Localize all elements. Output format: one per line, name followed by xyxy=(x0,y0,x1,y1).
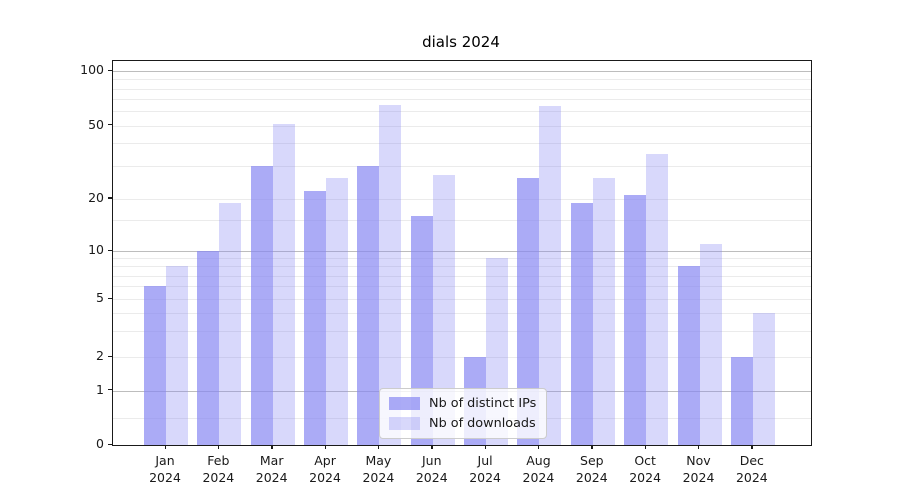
gridline-minor xyxy=(113,143,811,145)
bar-nb-of-distinct-ips-feb xyxy=(197,251,220,445)
x-tick-mark xyxy=(431,445,433,449)
x-tick-mark xyxy=(644,445,647,449)
bar-nb-of-downloads-sep xyxy=(592,177,615,445)
y-tick-label-100: 100 xyxy=(80,62,104,77)
gridline-major xyxy=(113,71,811,72)
x-tick-mark xyxy=(591,445,593,449)
bar-nb-of-downloads-aug xyxy=(539,106,562,445)
bar-nb-of-downloads-jan xyxy=(166,266,188,445)
bar-nb-of-distinct-ips-aug xyxy=(517,177,540,445)
bar-nb-of-distinct-ips-nov xyxy=(677,266,700,445)
bar-nb-of-distinct-ips-jan xyxy=(144,286,166,445)
x-tick-mark xyxy=(484,445,486,449)
bar-nb-of-distinct-ips-may xyxy=(357,166,380,445)
legend-label-downloads: Nb of downloads xyxy=(429,416,536,431)
x-tick-mark xyxy=(377,445,380,449)
bar-nb-of-distinct-ips-apr xyxy=(304,191,327,445)
chart-title: dials 2024 xyxy=(422,33,500,51)
legend: Nb of distinct IPs Nb of downloads xyxy=(379,388,548,439)
gridline-minor xyxy=(113,286,811,288)
bar-nb-of-downloads-jun xyxy=(432,174,455,445)
bar-nb-of-downloads-nov xyxy=(699,243,722,445)
gridline-minor xyxy=(113,313,811,315)
gridline-minor xyxy=(113,220,811,222)
gridline-minor xyxy=(113,258,811,260)
plot-area: Nb of distinct IPs Nb of downloads xyxy=(112,60,812,446)
gridline-minor xyxy=(113,99,811,101)
gridline-minor xyxy=(113,331,811,333)
gridline-minor xyxy=(113,357,811,358)
x-tick-label-aug: Aug 2024 xyxy=(522,453,555,485)
y-tick-label-50: 50 xyxy=(88,116,104,132)
y-tick-mark xyxy=(108,124,112,126)
bar-nb-of-downloads-mar xyxy=(272,123,295,445)
y-tick-label-1: 1 xyxy=(96,381,104,397)
gridline-minor xyxy=(113,198,811,200)
gridline-major xyxy=(113,251,811,252)
x-tick-mark xyxy=(537,445,540,449)
bar-nb-of-distinct-ips-jun xyxy=(410,215,433,445)
bar-nb-of-distinct-ips-dec xyxy=(730,357,753,445)
x-tick-label-sep: Sep 2024 xyxy=(575,453,608,485)
legend-item-downloads: Nb of downloads xyxy=(389,416,536,431)
bar-nb-of-downloads-apr xyxy=(326,177,349,445)
x-tick-label-jun: Jun 2024 xyxy=(415,453,448,485)
x-tick-mark xyxy=(324,445,326,449)
y-tick-mark xyxy=(108,297,112,299)
x-tick-mark xyxy=(751,445,753,449)
x-tick-label-dec: Dec 2024 xyxy=(735,453,768,485)
bar-nb-of-downloads-dec xyxy=(752,313,775,445)
gridline-minor xyxy=(113,79,811,81)
x-tick-mark xyxy=(164,445,166,449)
gridline-minor xyxy=(113,266,811,268)
legend-item-distinct-ips: Nb of distinct IPs xyxy=(389,396,536,411)
gridline-minor xyxy=(113,125,811,127)
y-tick-label-2: 2 xyxy=(96,348,104,363)
gridline-minor xyxy=(113,111,811,113)
legend-label-distinct-ips: Nb of distinct IPs xyxy=(429,396,537,411)
x-tick-label-nov: Nov 2024 xyxy=(682,453,715,485)
y-tick-mark xyxy=(108,443,112,445)
x-tick-label-apr: Apr 2024 xyxy=(309,453,341,485)
x-tick-label-may: May 2024 xyxy=(362,453,395,485)
y-tick-mark xyxy=(108,197,112,199)
y-tick-mark xyxy=(108,249,112,251)
y-tick-label-10: 10 xyxy=(88,242,104,257)
bar-nb-of-downloads-feb xyxy=(219,202,242,445)
y-tick-label-5: 5 xyxy=(96,290,104,305)
y-tick-label-0: 0 xyxy=(96,436,104,451)
x-tick-mark xyxy=(217,445,220,449)
x-tick-label-feb: Feb 2024 xyxy=(202,453,235,485)
bar-nb-of-downloads-may xyxy=(379,104,402,445)
x-tick-mark xyxy=(271,445,273,449)
gridline-minor xyxy=(113,299,811,300)
y-tick-mark xyxy=(108,389,112,391)
bar-nb-of-distinct-ips-mar xyxy=(250,166,273,445)
gridline-minor xyxy=(113,166,811,168)
x-tick-label-jul: Jul 2024 xyxy=(469,453,501,485)
x-tick-mark xyxy=(698,445,700,449)
x-tick-label-oct: Oct 2024 xyxy=(629,453,662,485)
x-tick-label-jan: Jan 2024 xyxy=(149,453,181,485)
legend-swatch-downloads xyxy=(389,417,420,430)
legend-swatch-distinct-ips xyxy=(389,397,420,410)
bar-nb-of-downloads-oct xyxy=(646,154,669,445)
y-tick-mark xyxy=(108,69,112,71)
y-tick-label-20: 20 xyxy=(88,189,104,205)
gridline-minor xyxy=(113,275,811,277)
y-tick-mark xyxy=(108,355,112,357)
bar-nb-of-distinct-ips-oct xyxy=(624,194,647,445)
x-tick-label-mar: Mar 2024 xyxy=(255,453,288,485)
bar-nb-of-distinct-ips-sep xyxy=(570,202,593,445)
gridline-minor xyxy=(113,88,811,90)
